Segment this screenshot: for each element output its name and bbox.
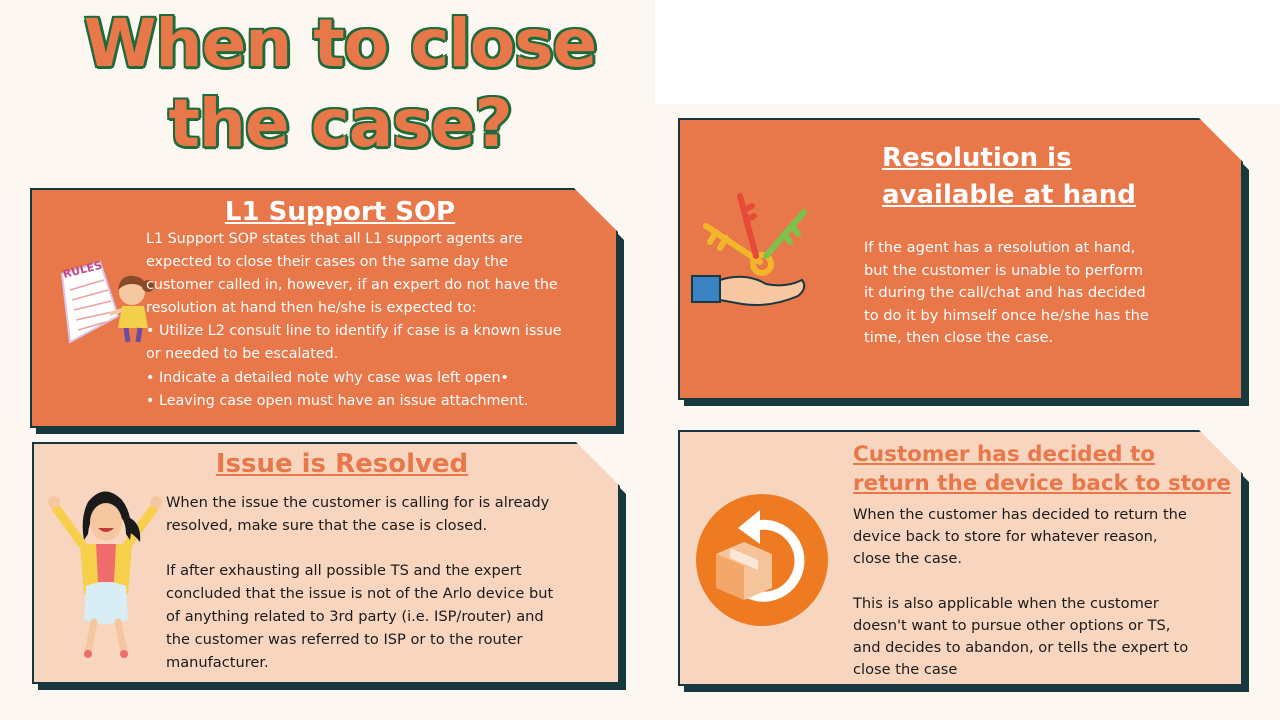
heading-line-2: return the device back to store	[853, 471, 1231, 496]
card-heading: L1 Support SOP	[224, 197, 456, 227]
body-line: doesn't want to pursue other options or …	[853, 617, 1171, 635]
card-body: L1 Support SOP states that all L1 suppor…	[146, 228, 616, 413]
l1-support-sop-card: L1 Support SOP RULES L1 Support SOP stat…	[30, 188, 618, 428]
bullet-item: • Leaving case open must have an issue a…	[146, 392, 529, 409]
body-line: concluded that the issue is not of the A…	[166, 585, 554, 603]
page-title: When to close the case?	[30, 4, 650, 164]
body-line: L1 Support SOP states that all L1 suppor…	[146, 231, 523, 247]
body-line: it during the call/chat and has decided	[864, 284, 1146, 302]
body-line: resolved, make sure that the case is clo…	[166, 516, 488, 534]
body-line: but the customer is unable to perform	[864, 261, 1144, 279]
body-line: If after exhausting all possible TS and …	[166, 562, 522, 580]
body-line: close the case	[853, 661, 958, 679]
bullet-item: • Utilize L2 consult line to identify if…	[146, 323, 562, 340]
title-line-2: the case?	[168, 85, 512, 162]
body-line: close the case.	[853, 550, 963, 568]
customer-return-card: Customer has decided to return the devic…	[678, 430, 1243, 686]
keys-in-hand-icon	[686, 184, 816, 316]
rules-girl-icon: RULES	[56, 256, 164, 348]
body-line: expected to close their cases on the sam…	[146, 254, 508, 271]
resolution-available-card: Resolution is available at hand If the a…	[678, 118, 1243, 400]
title-line-1: When to close	[83, 5, 598, 82]
body-line: manufacturer.	[166, 653, 269, 671]
heading-line-1: Resolution is	[882, 143, 1072, 173]
body-line: customer called in, however, if an exper…	[146, 277, 558, 294]
body-line: When the issue the customer is calling f…	[166, 494, 550, 511]
body-line: time, then close the case.	[864, 329, 1054, 347]
body-line: device back to store for whatever reason…	[853, 528, 1158, 546]
card-body: When the issue the customer is calling f…	[166, 492, 616, 674]
body-line: This is also applicable when the custome…	[853, 594, 1159, 612]
body-spacer	[166, 538, 616, 561]
card-heading: Issue is Resolved	[215, 449, 469, 479]
card-body: When the customer has decided to return …	[853, 504, 1233, 682]
return-box-icon	[694, 492, 830, 628]
card-heading: Resolution is available at hand	[882, 140, 1136, 214]
bullet-continuation: or needed to be escalated.	[146, 346, 339, 363]
body-spacer	[853, 571, 1233, 593]
body-line: to do it by himself once he/she has the	[864, 306, 1149, 324]
card-heading: Customer has decided to return the devic…	[853, 440, 1231, 498]
jumping-woman-icon	[42, 482, 168, 658]
heading-line-1: Customer has decided to	[853, 442, 1156, 467]
body-line: If the agent has a resolution at hand,	[864, 239, 1136, 256]
body-line: and decides to abandon, or tells the exp…	[853, 639, 1189, 657]
body-line: the customer was referred to ISP or to t…	[166, 630, 523, 648]
body-line: When the customer has decided to return …	[853, 506, 1187, 523]
body-line: resolution at hand then he/she is expect…	[146, 300, 477, 317]
white-background-block	[655, 0, 1280, 104]
bullet-item: • Indicate a detailed note why case was …	[146, 369, 509, 386]
body-line: of anything related to 3rd party (i.e. I…	[166, 607, 544, 625]
heading-line-2: available at hand	[882, 180, 1136, 210]
card-body: If the agent has a resolution at hand, b…	[864, 237, 1194, 350]
issue-resolved-card: Issue is Resolved When the issue the cus…	[32, 442, 620, 684]
